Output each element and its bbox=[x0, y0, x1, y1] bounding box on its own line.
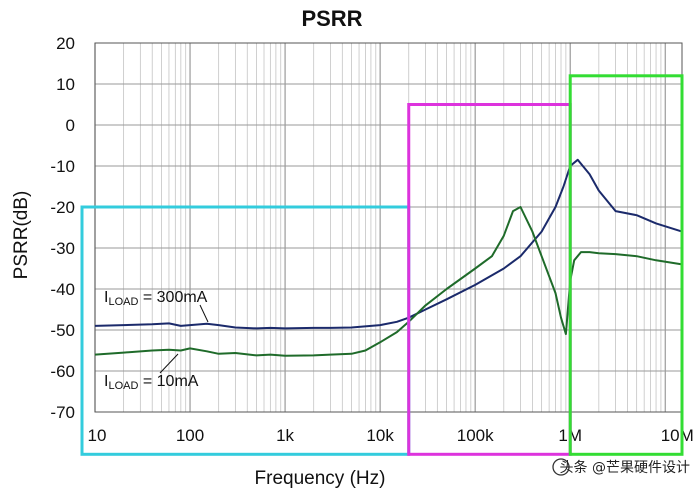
y-tick-label: -50 bbox=[50, 321, 75, 340]
highlight-box bbox=[568, 74, 684, 456]
x-axis-label: Frequency (Hz) bbox=[255, 468, 386, 489]
watermark: 头条 @芒果硬件设计 bbox=[552, 458, 690, 476]
x-tick-label: 100 bbox=[176, 426, 204, 445]
y-tick-labels: 20 10 0 -10 -20 -30 -40 -50 -60 -70 bbox=[50, 34, 75, 422]
series-annotation: ILOAD = 10mA bbox=[104, 373, 199, 392]
y-tick-label: -30 bbox=[50, 239, 75, 258]
highlight-boxes bbox=[80, 74, 684, 456]
x-tick-label: 10M bbox=[661, 426, 694, 445]
x-tick-label: 10k bbox=[366, 426, 394, 445]
grid bbox=[94, 42, 682, 413]
y-tick-label: -60 bbox=[50, 362, 75, 381]
annotation-leader bbox=[159, 353, 179, 374]
y-tick-label: -20 bbox=[50, 198, 75, 217]
y-axis-label: PSRR(dB) bbox=[11, 191, 32, 280]
y-tick-label: 0 bbox=[66, 116, 75, 135]
x-tick-label: 1k bbox=[276, 426, 294, 445]
highlight-box bbox=[407, 103, 572, 456]
annotation-leader bbox=[199, 304, 209, 323]
y-tick-label: -10 bbox=[50, 157, 75, 176]
series-line-10ma bbox=[94, 206, 683, 357]
x-tick-label: 100k bbox=[457, 426, 494, 445]
annotations: ILOAD = 300mA ILOAD = 10mA bbox=[104, 289, 209, 392]
y-tick-label: 10 bbox=[56, 75, 75, 94]
series-line-300ma bbox=[94, 158, 683, 330]
y-tick-label: -70 bbox=[50, 403, 75, 422]
x-tick-labels: 10 100 1k 10k 100k 1M 10M bbox=[88, 426, 694, 445]
series-lines bbox=[94, 158, 683, 357]
y-tick-label: 20 bbox=[56, 34, 75, 53]
highlight-box bbox=[80, 205, 411, 456]
chart-title: PSRR bbox=[301, 6, 362, 31]
watermark-text: 头条 @芒果硬件设计 bbox=[560, 459, 690, 476]
series-annotation: ILOAD = 300mA bbox=[104, 289, 208, 308]
plot-frame bbox=[94, 42, 683, 413]
y-tick-label: -40 bbox=[50, 280, 75, 299]
watermark-logo-icon bbox=[552, 458, 570, 476]
x-tick-label: 10 bbox=[88, 426, 107, 445]
